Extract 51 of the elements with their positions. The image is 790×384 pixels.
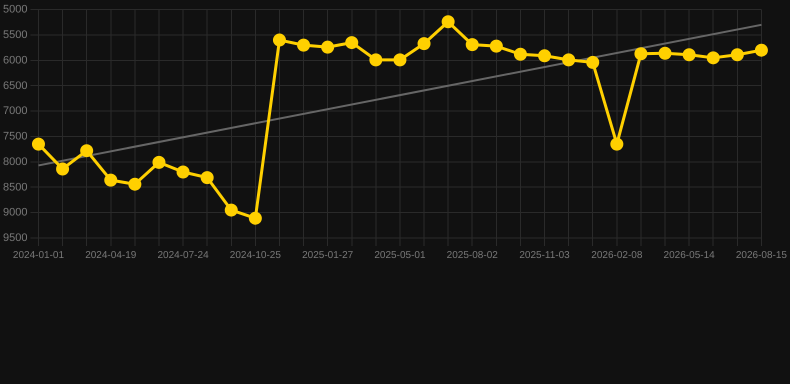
point <box>128 178 142 191</box>
point <box>730 48 744 62</box>
y-tick-label: 6000 <box>2 54 28 66</box>
y-tick-label: 7500 <box>2 130 28 143</box>
point <box>658 46 672 60</box>
point <box>176 166 190 179</box>
point <box>80 144 94 158</box>
point <box>393 53 406 66</box>
point <box>200 171 214 184</box>
point <box>369 53 382 66</box>
point <box>586 56 600 69</box>
x-tick-label: 2024-07-24 <box>157 250 210 261</box>
x-tick-label: 2024-10-25 <box>230 250 282 261</box>
y-tick-label: 5000 <box>2 4 28 16</box>
point <box>514 48 527 61</box>
point <box>152 156 166 169</box>
x-tick-label: 2026-05-14 <box>664 250 716 261</box>
x-tick-label: 2026-08-15 <box>736 250 788 261</box>
y-tick-label: 9000 <box>2 206 28 219</box>
point <box>466 38 479 52</box>
point <box>682 48 696 62</box>
x-tick-label: 2024-04-19 <box>85 250 137 261</box>
point <box>442 15 455 28</box>
point <box>104 174 118 187</box>
point <box>345 36 358 50</box>
point <box>297 38 310 52</box>
point <box>248 212 262 225</box>
point <box>538 49 552 62</box>
point <box>321 40 334 54</box>
point <box>706 51 720 64</box>
point <box>418 37 431 50</box>
point <box>562 53 576 66</box>
point <box>634 47 648 60</box>
x-tick-label: 2025-01-27 <box>302 250 354 261</box>
y-tick-label: 6500 <box>2 80 28 92</box>
x-tick-label: 2026-02-08 <box>591 250 643 261</box>
y-tick-label: 8500 <box>2 181 28 194</box>
point <box>754 44 768 57</box>
x-tick-label: 2025-11-03 <box>519 250 570 261</box>
point <box>224 204 238 217</box>
point <box>56 162 70 176</box>
x-tick-label: 2025-05-01 <box>374 250 426 261</box>
y-tick-label: 5500 <box>2 29 28 42</box>
y-tick-label: 9500 <box>2 232 28 244</box>
y-tick-label: 7000 <box>2 105 28 118</box>
point <box>490 40 503 53</box>
point <box>272 34 286 47</box>
point <box>610 138 624 151</box>
x-tick-label: 2025-08-02 <box>446 250 498 261</box>
y-tick-label: 8000 <box>2 156 28 168</box>
x-tick-label: 2024-01-01 <box>12 250 64 261</box>
